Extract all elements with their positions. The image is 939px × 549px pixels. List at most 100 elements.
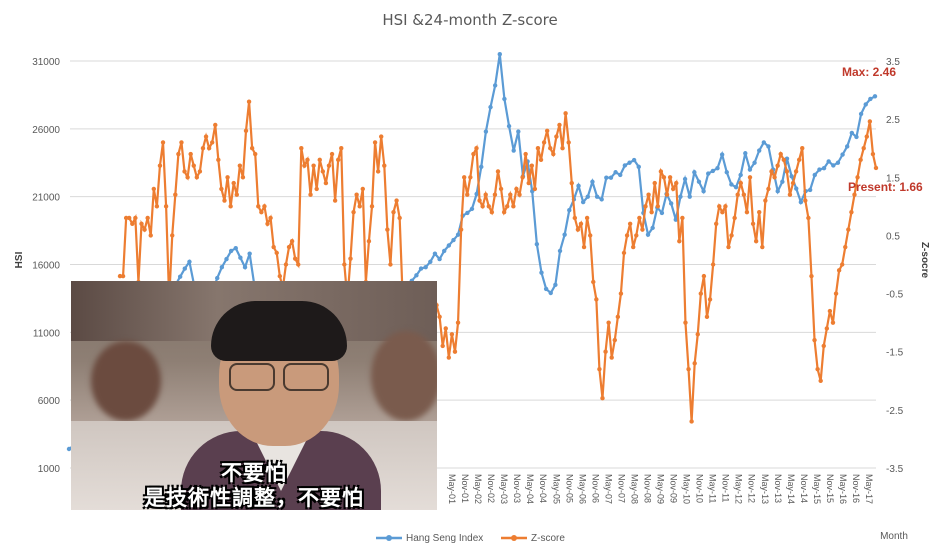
data-point: [680, 215, 685, 221]
data-point: [789, 174, 794, 179]
data-point: [827, 308, 833, 314]
data-point: [713, 221, 719, 226]
data-point: [394, 198, 399, 203]
data-point: [631, 157, 637, 163]
right-axis-ticks: 3.5 2.5 1.5 0.5 -0.5 -1.5 -2.5 -3.5: [886, 57, 904, 475]
x-tick-label: Nov-15: [825, 474, 835, 503]
x-tick-label: May-13: [760, 474, 770, 504]
data-point: [609, 355, 614, 360]
data-point: [532, 186, 538, 192]
data-point: [846, 227, 851, 232]
data-point: [729, 182, 734, 187]
data-point: [133, 215, 138, 221]
right-tick-label: 2.5: [886, 115, 900, 126]
data-point: [863, 102, 868, 107]
data-point: [781, 157, 787, 163]
x-tick-label: May-05: [551, 474, 561, 504]
data-point: [414, 273, 419, 278]
data-point: [123, 215, 129, 221]
data-point: [233, 246, 238, 251]
data-point: [775, 189, 780, 194]
data-point: [357, 204, 362, 209]
data-point: [308, 192, 313, 197]
data-point: [157, 163, 163, 168]
data-point: [643, 204, 648, 209]
data-point: [511, 204, 516, 209]
data-point: [784, 169, 790, 174]
x-tick-label: Nov-12: [747, 474, 757, 503]
data-point: [130, 221, 135, 226]
x-tick-label: May-09: [656, 474, 666, 504]
data-point: [495, 169, 501, 174]
data-point: [707, 297, 713, 302]
data-point: [256, 204, 261, 209]
x-tick-label: Nov-09: [669, 474, 679, 503]
data-point: [646, 192, 651, 197]
data-point: [277, 273, 283, 279]
data-point: [649, 209, 654, 215]
data-point: [271, 244, 276, 250]
data-point: [692, 170, 697, 175]
data-point: [372, 140, 378, 145]
data-point: [428, 259, 433, 264]
data-point: [492, 83, 498, 88]
left-tick-label: 16000: [32, 261, 60, 272]
data-point: [627, 221, 633, 226]
x-tick-label: May-08: [629, 474, 639, 504]
data-point: [529, 163, 535, 168]
data-point: [502, 96, 507, 102]
data-point: [732, 215, 737, 221]
x-tick-label: Nov-04: [538, 474, 548, 503]
data-point: [265, 221, 270, 226]
x-tick-label: May-01: [447, 474, 457, 504]
data-point: [185, 175, 190, 180]
x-tick-label: May-02: [473, 474, 483, 504]
data-point: [262, 204, 267, 209]
data-point: [302, 163, 307, 168]
data-point: [505, 204, 510, 209]
data-point: [839, 262, 845, 267]
data-point: [489, 209, 495, 215]
data-point: [437, 314, 442, 320]
data-point: [597, 366, 602, 372]
data-point: [418, 266, 424, 271]
data-point: [238, 255, 243, 260]
x-tick-label: Nov-07: [616, 474, 626, 503]
data-point: [581, 244, 587, 250]
data-point: [621, 250, 627, 256]
data-point: [800, 146, 805, 151]
data-point: [465, 192, 470, 197]
data-point: [806, 215, 811, 221]
data-point: [117, 273, 123, 279]
right-tick-label: -1.5: [886, 348, 904, 359]
data-point: [591, 279, 596, 285]
left-tick-label: 11000: [33, 328, 61, 339]
data-point: [594, 194, 600, 199]
data-point: [465, 210, 470, 216]
data-point: [723, 204, 728, 209]
data-point: [554, 134, 559, 139]
data-point: [815, 366, 820, 372]
data-point: [486, 204, 491, 209]
data-point: [872, 94, 878, 99]
data-point: [483, 192, 488, 197]
data-point: [608, 175, 614, 180]
data-point: [604, 175, 609, 180]
data-point: [548, 146, 553, 151]
data-point: [342, 262, 347, 267]
data-point: [655, 204, 661, 209]
data-point: [674, 180, 679, 186]
data-point: [289, 239, 295, 244]
x-tick-label: May-03: [499, 474, 509, 504]
data-point: [743, 151, 748, 156]
data-point: [191, 163, 196, 168]
data-point: [624, 233, 630, 238]
x-tick-label: Nov-02: [486, 474, 496, 503]
data-point: [696, 179, 702, 184]
data-point: [259, 209, 264, 215]
data-point: [514, 186, 519, 192]
data-point: [177, 274, 183, 279]
data-point: [603, 349, 608, 354]
data-point: [385, 227, 390, 232]
data-point: [553, 282, 558, 288]
